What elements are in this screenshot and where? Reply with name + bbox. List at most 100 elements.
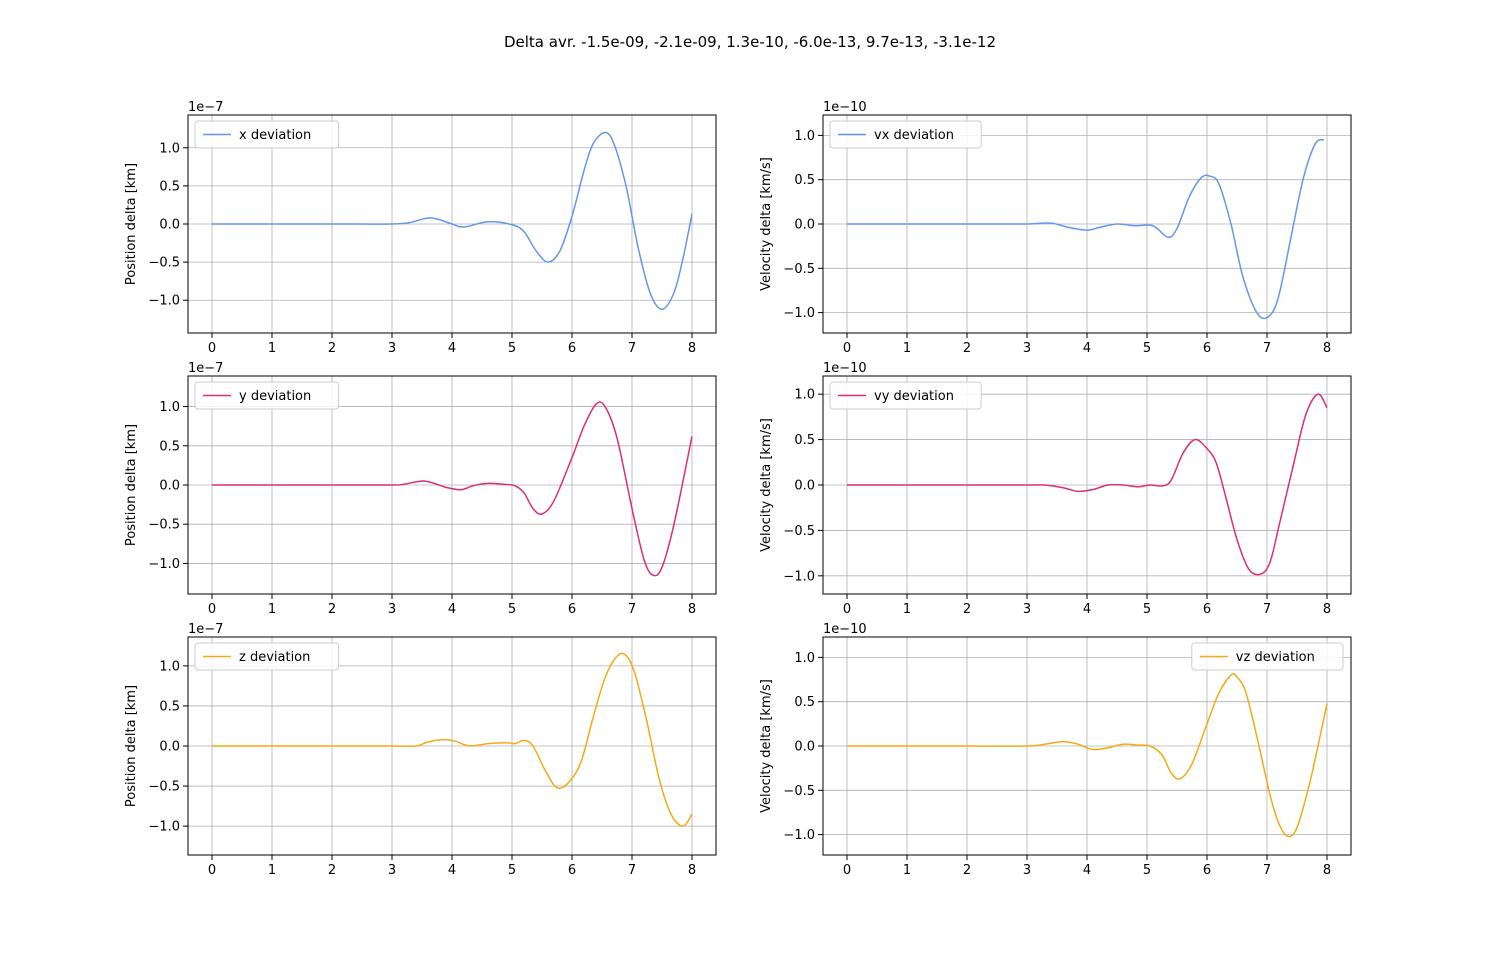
y-tick-label: 1.0 xyxy=(159,659,180,674)
x-tick-label: 4 xyxy=(1083,863,1091,878)
y-tick-label: 0.5 xyxy=(159,439,180,454)
x-tick-label: 7 xyxy=(628,863,636,878)
x-tick-label: 1 xyxy=(268,602,276,617)
y-tick-label: 0.0 xyxy=(159,479,180,494)
x-tick-label: 8 xyxy=(688,341,696,356)
y-axis-label: Velocity delta [km/s] xyxy=(759,157,774,291)
legend-label: x deviation xyxy=(239,128,311,143)
y-tick-label: 0.5 xyxy=(794,173,815,188)
x-tick-label: 5 xyxy=(508,341,516,356)
x-tick-label: 7 xyxy=(628,602,636,617)
x-tick-label: 2 xyxy=(963,863,971,878)
x-tick-label: 6 xyxy=(1203,602,1211,617)
x-tick-label: 3 xyxy=(1023,863,1031,878)
y-tick-label: −0.5 xyxy=(783,784,815,799)
y-axis-label: Position delta [km] xyxy=(124,163,139,285)
y-tick-label: 0.5 xyxy=(794,433,815,448)
x-tick-label: 8 xyxy=(1323,863,1331,878)
y-tick-label: 0.5 xyxy=(159,699,180,714)
y-tick-label: −0.5 xyxy=(148,780,180,795)
subplot-2: 0 1 2 3 4 5 6 7 8 −1.0 −0.5 0.0 0.5 1.0 1e−10 Velocity … xyxy=(759,100,1352,356)
y-axis-label: Position delta [km] xyxy=(124,424,139,546)
y-tick-label: −1.0 xyxy=(783,569,815,584)
x-tick-label: 6 xyxy=(1203,863,1211,878)
x-tick-label: 5 xyxy=(1143,863,1151,878)
subplot-4: 0 1 2 3 4 5 6 7 8 −1.0 −0.5 0.0 0.5 1.0 1e−10 Velocity … xyxy=(759,361,1352,617)
subplot-5: 0 1 2 3 4 5 6 7 8 −1.0 −0.5 0.0 0.5 1.0 1e−7 Position d… xyxy=(124,622,717,878)
y-tick-label: −0.5 xyxy=(783,262,815,277)
x-tick-label: 4 xyxy=(448,863,456,878)
x-tick-label: 2 xyxy=(963,602,971,617)
y-tick-label: −0.5 xyxy=(148,256,180,271)
legend-label: vz deviation xyxy=(1236,650,1315,665)
x-tick-label: 0 xyxy=(843,863,851,878)
y-tick-label: −1.0 xyxy=(148,820,180,835)
subplot-6: 0 1 2 3 4 5 6 7 8 −1.0 −0.5 0.0 0.5 1.0 1e−10 Velocity … xyxy=(759,622,1352,878)
x-tick-label: 5 xyxy=(1143,341,1151,356)
legend-box xyxy=(829,381,982,410)
legend-label: y deviation xyxy=(239,389,311,404)
y-tick-label: 1.0 xyxy=(159,141,180,156)
x-tick-label: 4 xyxy=(1083,341,1091,356)
x-tick-label: 6 xyxy=(1203,341,1211,356)
subplot-3: 0 1 2 3 4 5 6 7 8 −1.0 −0.5 0.0 0.5 1.0 1e−7 Position d… xyxy=(124,361,717,617)
x-tick-label: 3 xyxy=(388,863,396,878)
x-tick-label: 7 xyxy=(1263,863,1271,878)
x-tick-label: 4 xyxy=(448,341,456,356)
series-line xyxy=(847,393,1328,576)
y-offset-text: 1e−7 xyxy=(188,100,223,115)
x-tick-label: 2 xyxy=(328,863,336,878)
x-tick-label: 3 xyxy=(1023,341,1031,356)
x-tick-label: 1 xyxy=(268,863,276,878)
y-tick-label: −0.5 xyxy=(783,524,815,539)
x-tick-label: 3 xyxy=(1023,602,1031,617)
y-tick-label: 0.5 xyxy=(794,695,815,710)
y-tick-label: 0.5 xyxy=(159,179,180,194)
legend-label: vy deviation xyxy=(874,389,954,404)
x-tick-label: 1 xyxy=(903,341,911,356)
y-axis-label: Position delta [km] xyxy=(124,685,139,807)
legend-box xyxy=(194,642,340,671)
x-tick-label: 4 xyxy=(1083,602,1091,617)
legend-box xyxy=(829,120,982,149)
y-tick-label: 0.0 xyxy=(794,479,815,494)
x-tick-label: 5 xyxy=(1143,602,1151,617)
x-tick-label: 7 xyxy=(628,341,636,356)
y-offset-text: 1e−7 xyxy=(188,622,223,637)
y-tick-label: −1.0 xyxy=(148,557,180,572)
y-offset-text: 1e−7 xyxy=(188,361,223,376)
x-tick-label: 2 xyxy=(963,341,971,356)
x-tick-label: 1 xyxy=(903,602,911,617)
y-tick-label: 0.0 xyxy=(794,218,815,233)
y-offset-text: 1e−10 xyxy=(823,361,867,376)
x-tick-label: 3 xyxy=(388,602,396,617)
x-tick-label: 7 xyxy=(1263,341,1271,356)
x-tick-label: 5 xyxy=(508,602,516,617)
series-line xyxy=(847,139,1325,320)
x-tick-label: 0 xyxy=(843,341,851,356)
y-tick-label: 0.0 xyxy=(159,218,180,233)
x-tick-label: 2 xyxy=(328,602,336,617)
x-tick-label: 0 xyxy=(208,602,216,617)
y-tick-label: 0.0 xyxy=(159,740,180,755)
x-tick-label: 0 xyxy=(208,341,216,356)
y-tick-label: 1.0 xyxy=(159,400,180,415)
x-tick-label: 8 xyxy=(1323,602,1331,617)
x-tick-label: 6 xyxy=(568,863,576,878)
subplot-1: 0 1 2 3 4 5 6 7 8 −1.0 −0.5 0.0 0.5 1.0 1e−7 Position d… xyxy=(124,100,717,356)
legend-label: vx deviation xyxy=(874,128,954,143)
y-offset-text: 1e−10 xyxy=(823,100,867,115)
y-offset-text: 1e−10 xyxy=(823,622,867,637)
y-tick-label: 1.0 xyxy=(794,388,815,403)
x-tick-label: 2 xyxy=(328,341,336,356)
y-axis-label: Velocity delta [km/s] xyxy=(759,418,774,552)
x-tick-label: 8 xyxy=(1323,341,1331,356)
x-tick-label: 6 xyxy=(568,602,576,617)
x-tick-label: 4 xyxy=(448,602,456,617)
x-tick-label: 1 xyxy=(903,863,911,878)
y-tick-label: 0.0 xyxy=(794,740,815,755)
x-tick-label: 8 xyxy=(688,602,696,617)
y-tick-label: −0.5 xyxy=(148,518,180,533)
